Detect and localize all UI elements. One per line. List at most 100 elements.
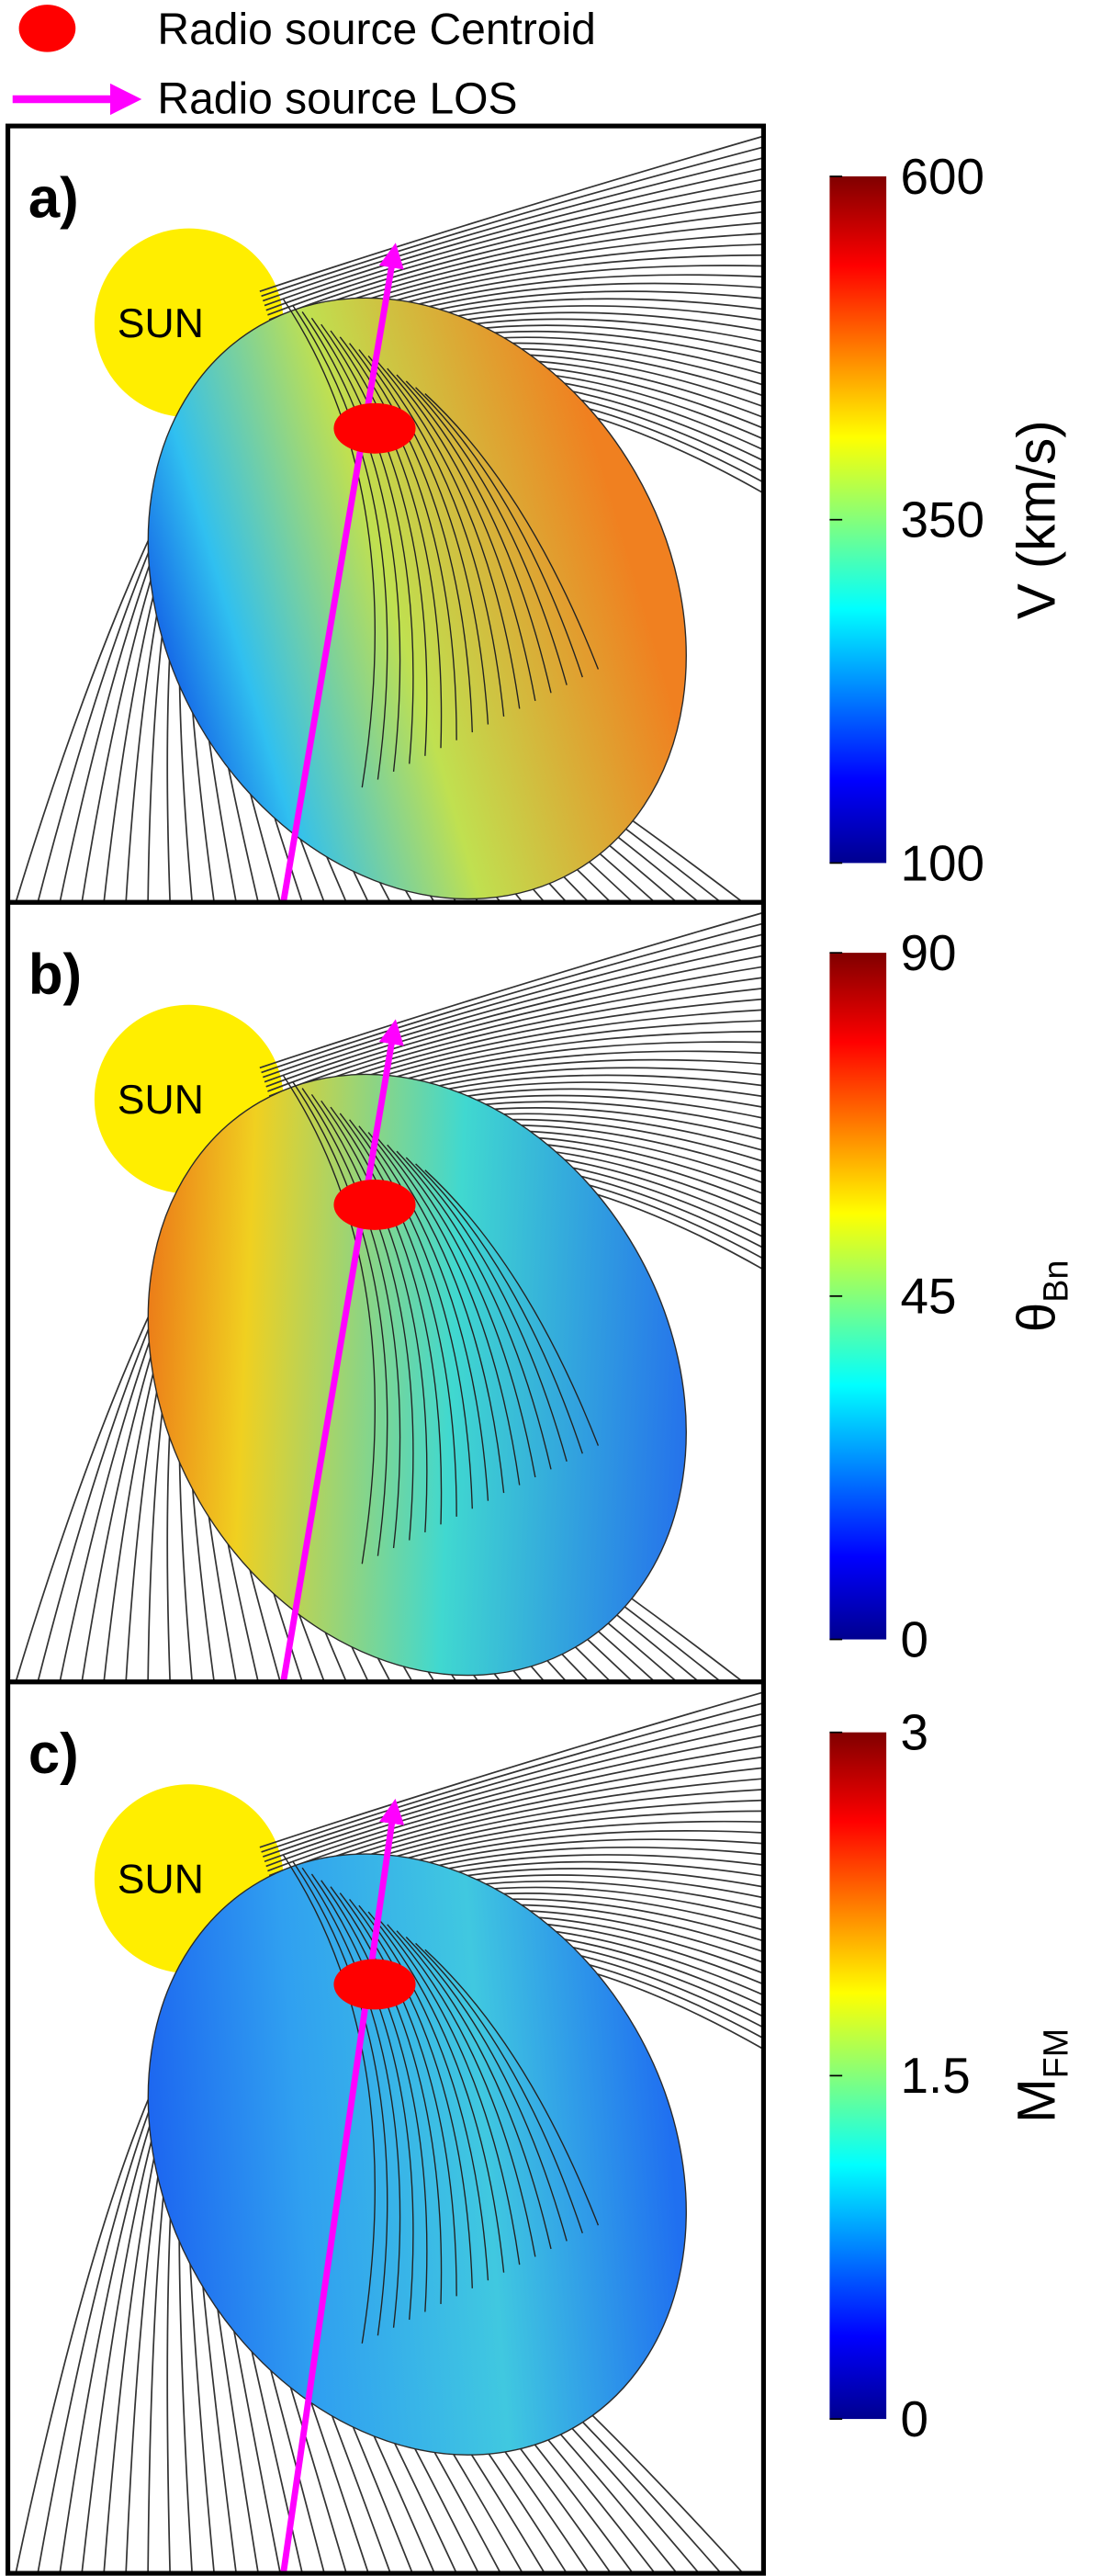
surface-line bbox=[415, 1163, 583, 1454]
surface-line bbox=[424, 1169, 600, 1446]
field-line bbox=[261, 146, 764, 298]
legend-label: Radio source Centroid bbox=[157, 6, 595, 54]
colorbar-label-main: M bbox=[1007, 2078, 1067, 2123]
panel-body: SUN b) bbox=[7, 902, 764, 1682]
field-line bbox=[259, 1690, 764, 1848]
surface-line bbox=[358, 349, 489, 725]
field-line bbox=[263, 1712, 764, 1858]
panel-label: a) bbox=[28, 167, 79, 231]
surface-line bbox=[320, 1100, 428, 1533]
surface-line bbox=[367, 1911, 505, 2273]
panel: SUN a) 100 350 600 V (km/s) bbox=[6, 123, 1067, 905]
surface-line bbox=[415, 1942, 583, 2234]
panel-label: b) bbox=[28, 943, 82, 1007]
surface-line bbox=[396, 1150, 552, 1470]
surface-line bbox=[396, 1930, 552, 2250]
surface-line bbox=[283, 1855, 376, 2344]
sun-label: SUN bbox=[118, 1858, 204, 1903]
los-arrow bbox=[280, 1798, 405, 2574]
surface-line bbox=[330, 330, 443, 749]
colorbar-tick-label: 45 bbox=[901, 1268, 957, 1325]
surface-lines bbox=[283, 1075, 600, 1565]
surface-line bbox=[310, 317, 414, 764]
colorbar-label: V (km/s) bbox=[1007, 420, 1067, 619]
surface-line bbox=[339, 1892, 457, 2297]
surface-lines bbox=[283, 299, 600, 788]
field-line bbox=[264, 943, 764, 1083]
surface-line bbox=[377, 1917, 521, 2265]
surface-line bbox=[396, 374, 552, 694]
colorbar-tick-label: 3 bbox=[901, 1704, 929, 1761]
field-line bbox=[263, 932, 764, 1079]
surface-line bbox=[349, 343, 473, 733]
centroid bbox=[333, 1959, 416, 2010]
shock-surface bbox=[147, 1073, 687, 1677]
colorbar-label-sub: Bn bbox=[1036, 1260, 1074, 1303]
colorbar-tick-label: 0 bbox=[901, 1610, 929, 1667]
surface-line bbox=[283, 1075, 376, 1565]
surface-line bbox=[377, 1137, 521, 1486]
colorbar-tick-label: 100 bbox=[901, 834, 985, 891]
surface-line bbox=[415, 387, 583, 678]
surface-line bbox=[349, 1898, 473, 2288]
field-line bbox=[267, 1745, 764, 1872]
surface-line bbox=[405, 380, 568, 685]
field-line bbox=[268, 200, 764, 321]
surface-line bbox=[292, 1860, 388, 2336]
surface-line bbox=[310, 1094, 414, 1541]
colorbar-tick-label: 0 bbox=[901, 2390, 929, 2447]
shock-surface bbox=[147, 1853, 687, 2456]
field-line bbox=[267, 966, 764, 1092]
colorbar-tick-label: 600 bbox=[901, 148, 985, 205]
surface-line bbox=[301, 1867, 401, 2328]
surface-lines bbox=[283, 1855, 600, 2344]
surface-line bbox=[424, 1949, 600, 2226]
colorbar-tick-label: 90 bbox=[901, 924, 957, 981]
field-line bbox=[265, 178, 764, 311]
los-arrow bbox=[280, 243, 404, 903]
colorbar-tick-label: 350 bbox=[901, 491, 985, 548]
surface-line bbox=[387, 367, 536, 701]
sun-label: SUN bbox=[118, 1078, 204, 1123]
surface-line bbox=[330, 1886, 443, 2304]
field-line bbox=[259, 135, 764, 292]
sun-label: SUN bbox=[118, 301, 204, 346]
legend-label: Radio source LOS bbox=[157, 74, 517, 123]
shock-surface bbox=[147, 297, 687, 900]
panel-label: c) bbox=[28, 1723, 79, 1786]
surface-line bbox=[320, 1880, 428, 2312]
los-arrow bbox=[280, 1019, 404, 1682]
surface-line bbox=[358, 1904, 489, 2281]
colorbar-label-sub: FM bbox=[1036, 2028, 1074, 2078]
surface-line bbox=[301, 1088, 401, 1549]
centroid bbox=[333, 1179, 416, 1230]
surface-line bbox=[424, 393, 600, 670]
centroid bbox=[333, 402, 416, 454]
field-line bbox=[264, 167, 764, 307]
panel-frame bbox=[6, 1679, 766, 2576]
surface-line bbox=[377, 361, 521, 709]
surface-line bbox=[349, 1119, 473, 1509]
surface-line bbox=[330, 1106, 443, 1525]
colorbar-label-main: V (km/s) bbox=[1007, 420, 1067, 619]
surface-line bbox=[387, 1924, 536, 2257]
field-line bbox=[268, 977, 764, 1097]
surface-line bbox=[405, 1937, 568, 2242]
field-line bbox=[261, 1701, 764, 1853]
legend: Radio source Centroid Radio source LOS bbox=[12, 5, 596, 123]
surface-line bbox=[320, 323, 428, 756]
colorbar-label-main: θ bbox=[1007, 1303, 1067, 1332]
surface-line bbox=[310, 1873, 414, 2321]
panel-body: SUN a) bbox=[7, 126, 764, 903]
field-line bbox=[261, 922, 764, 1074]
panel-body: SUN c) bbox=[7, 1681, 764, 2574]
surface-line bbox=[387, 1144, 536, 1478]
surface-line bbox=[367, 1132, 505, 1494]
legend-centroid-symbol bbox=[18, 5, 76, 52]
field-line bbox=[267, 189, 764, 316]
surface-line bbox=[292, 1081, 388, 1556]
field-line bbox=[265, 955, 764, 1088]
colorbar-label: MFM bbox=[1007, 2028, 1075, 2123]
